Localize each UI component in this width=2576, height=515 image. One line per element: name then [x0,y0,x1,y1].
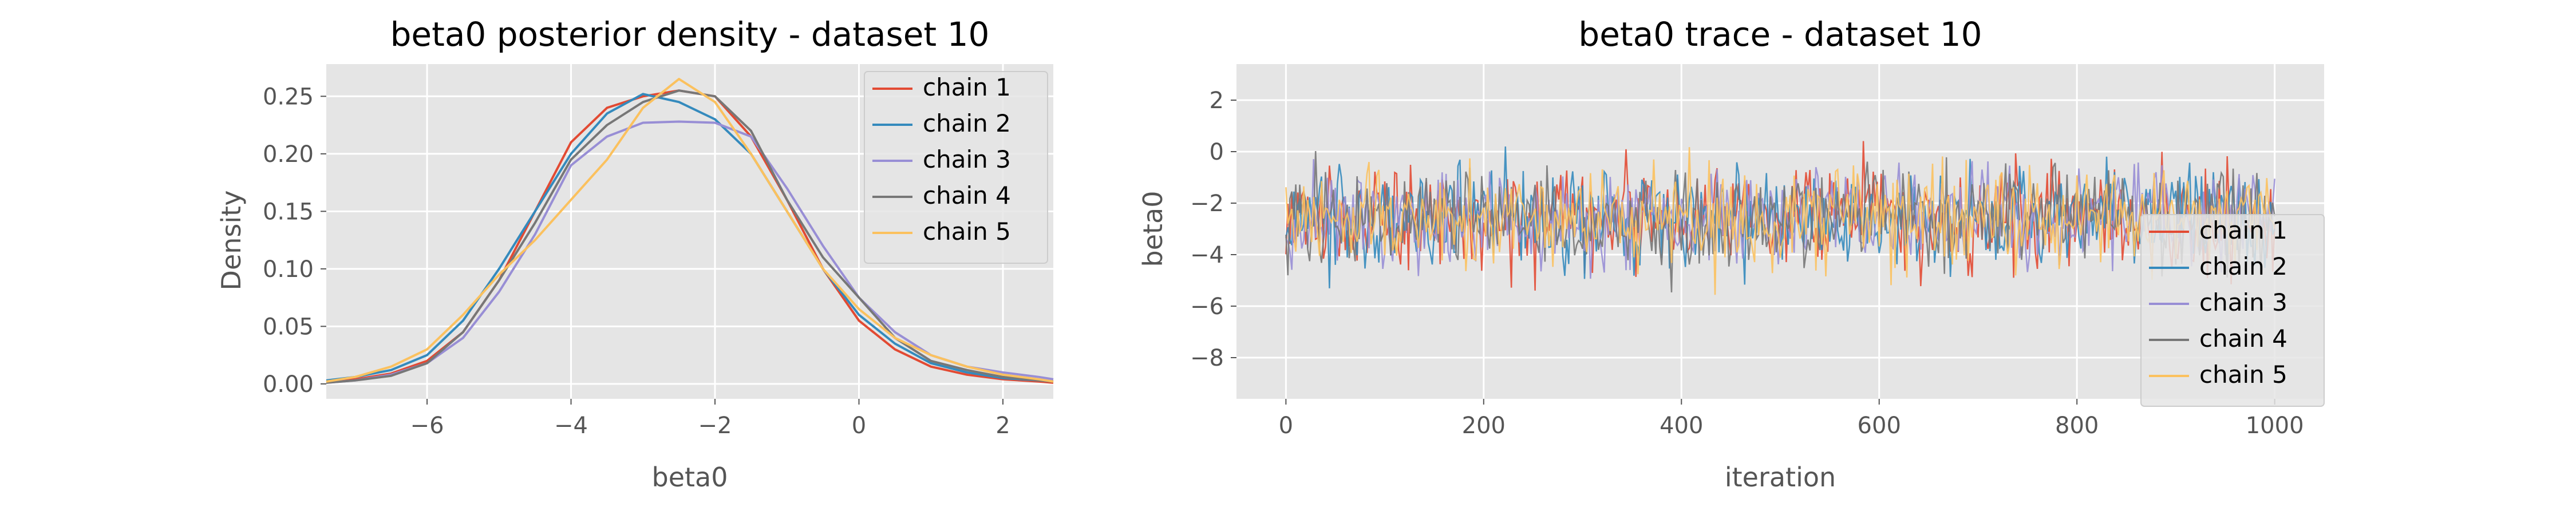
density-title: beta0 posterior density - dataset 10 [390,15,990,54]
legend-label: chain 4 [2199,324,2287,352]
trace-y-ticks: −8 −6 −4 −2 0 2 [1190,88,1236,371]
x-tick-label: 400 [1660,413,1703,439]
y-tick-label: 0.10 [263,256,314,283]
density-lines [326,78,1054,384]
x-tick-label: −4 [554,413,588,439]
legend-label: chain 3 [2199,288,2287,316]
x-tick-label: 0 [852,413,866,439]
density-line [326,89,1054,384]
y-tick-label: 0.00 [263,371,314,398]
density-x-ticks: −6 −4 −2 0 2 [410,399,1010,439]
x-tick-label: −6 [410,413,444,439]
y-tick-label: 2 [1210,88,1224,114]
y-tick-label: 0.20 [263,141,314,168]
x-tick-label: 2 [995,413,1010,439]
trace-x-axis-label: iteration [1725,462,1836,493]
x-tick-label: 800 [2055,413,2099,439]
density-line [326,78,1054,383]
legend-label: chain 2 [923,109,1011,137]
density-legend: chain 1 chain 2 chain 3 chain 4 chain 5 [864,71,1048,264]
trace-line [1285,147,2275,295]
trace-y-axis-label: beta0 [1137,191,1168,267]
legend-label: chain 5 [2199,360,2287,389]
trace-lines [1285,141,2275,295]
y-tick-label: 0.05 [263,314,314,340]
trace-x-ticks: 0 200 400 600 800 1000 [1279,399,2304,439]
x-tick-label: 0 [1279,413,1293,439]
legend-label: chain 3 [923,145,1011,173]
y-tick-label: −4 [1190,242,1224,268]
y-tick-label: −6 [1190,294,1224,320]
legend-label: chain 5 [923,217,1011,245]
legend-label: chain 4 [923,181,1011,209]
x-tick-label: 1000 [2246,413,2304,439]
y-tick-label: −2 [1190,191,1224,217]
y-tick-label: −8 [1190,345,1224,371]
density-x-axis-label: beta0 [652,462,728,493]
x-tick-label: 200 [1462,413,1506,439]
legend-label: chain 1 [923,73,1011,101]
legend-label: chain 2 [2199,252,2287,280]
density-line [326,93,1054,383]
legend-box [2140,214,2325,407]
y-tick-label: 0.25 [263,84,314,110]
y-tick-label: 0 [1210,139,1224,165]
density-y-ticks: 0.00 0.05 0.10 0.15 0.20 0.25 [263,84,326,398]
trace-legend: chain 1 chain 2 chain 3 chain 4 chain 5 [2140,214,2325,407]
trace-title: beta0 trace - dataset 10 [1578,15,1982,54]
density-y-axis-label: Density [216,191,247,291]
legend-label: chain 1 [2199,216,2287,244]
x-tick-label: 600 [1858,413,1901,439]
x-tick-label: −2 [698,413,732,439]
y-tick-label: 0.15 [263,199,314,225]
legend-box [864,71,1048,264]
